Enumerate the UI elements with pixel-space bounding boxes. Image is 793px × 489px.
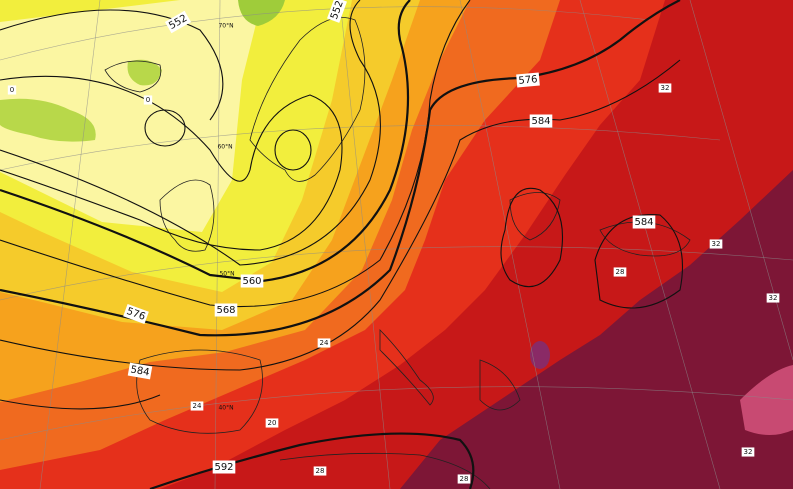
label-box [143,95,153,105]
label-box [632,215,656,229]
label-text: 584 [130,364,151,378]
label-box [212,460,236,474]
map-label: 560 [240,274,264,288]
label-text: 32 [744,448,753,456]
map-label: 0 [143,95,153,105]
label-box [741,447,755,457]
contours [0,0,683,489]
label-box [709,239,723,249]
label-text: 568 [216,305,235,316]
map-label: 50°N [219,271,234,278]
map-label: 40°N [218,405,233,412]
map-label: 576 [123,304,149,324]
labels: 55255256056857657658458458459270°N60°N50… [7,0,780,484]
label-text: 28 [316,467,325,475]
map-label: 32 [766,293,780,303]
label-text: 0 [10,86,14,94]
map-label: 32 [658,83,672,93]
label-text: 32 [661,84,670,92]
map-label: 32 [741,447,755,457]
label-text: 560 [242,276,261,287]
label-text: 20 [268,419,277,427]
label-text: 32 [769,294,778,302]
map-label: 28 [457,474,471,484]
map-label: 568 [214,303,238,317]
label-box [613,267,627,277]
map-label: 32 [709,239,723,249]
label-box [190,401,204,411]
label-text: 28 [616,268,625,276]
map-label: 28 [613,267,627,277]
label-text: 32 [712,240,721,248]
label-text: 24 [193,402,202,410]
label-box [317,338,331,348]
label-box [516,72,540,88]
label-box [327,0,347,23]
map-label: 28 [313,466,327,476]
map-label: 576 [516,72,540,88]
label-text: 70°N [218,23,233,30]
label-text: 584 [531,116,550,127]
label-box [123,304,149,324]
map-label: 592 [212,460,236,474]
label-text: 0 [146,96,150,104]
map-label: 60°N [217,144,232,151]
label-box [127,362,153,380]
label-box [265,418,279,428]
label-text: 24 [320,339,329,347]
label-text: 592 [214,462,233,473]
map-label: 584 [529,114,553,128]
map-label: 20 [265,418,279,428]
map-label: 24 [317,338,331,348]
map-label: 552 [327,0,347,23]
label-text: 28 [460,475,469,483]
label-text: 584 [634,217,653,228]
label-box [240,274,264,288]
label-box [529,114,553,128]
map-label: 584 [127,362,153,380]
label-text: 576 [518,74,538,87]
label-box [457,474,471,484]
map-label: 24 [190,401,204,411]
label-text: 60°N [217,144,232,151]
label-text: 50°N [219,271,234,278]
label-text: 40°N [218,405,233,412]
map-label: 70°N [218,23,233,30]
label-box [164,10,192,34]
label-box [313,466,327,476]
label-box [214,303,238,317]
map-label: 584 [632,215,656,229]
label-box [658,83,672,93]
label-box [766,293,780,303]
label-box [7,85,17,95]
map-label: 0 [7,85,17,95]
